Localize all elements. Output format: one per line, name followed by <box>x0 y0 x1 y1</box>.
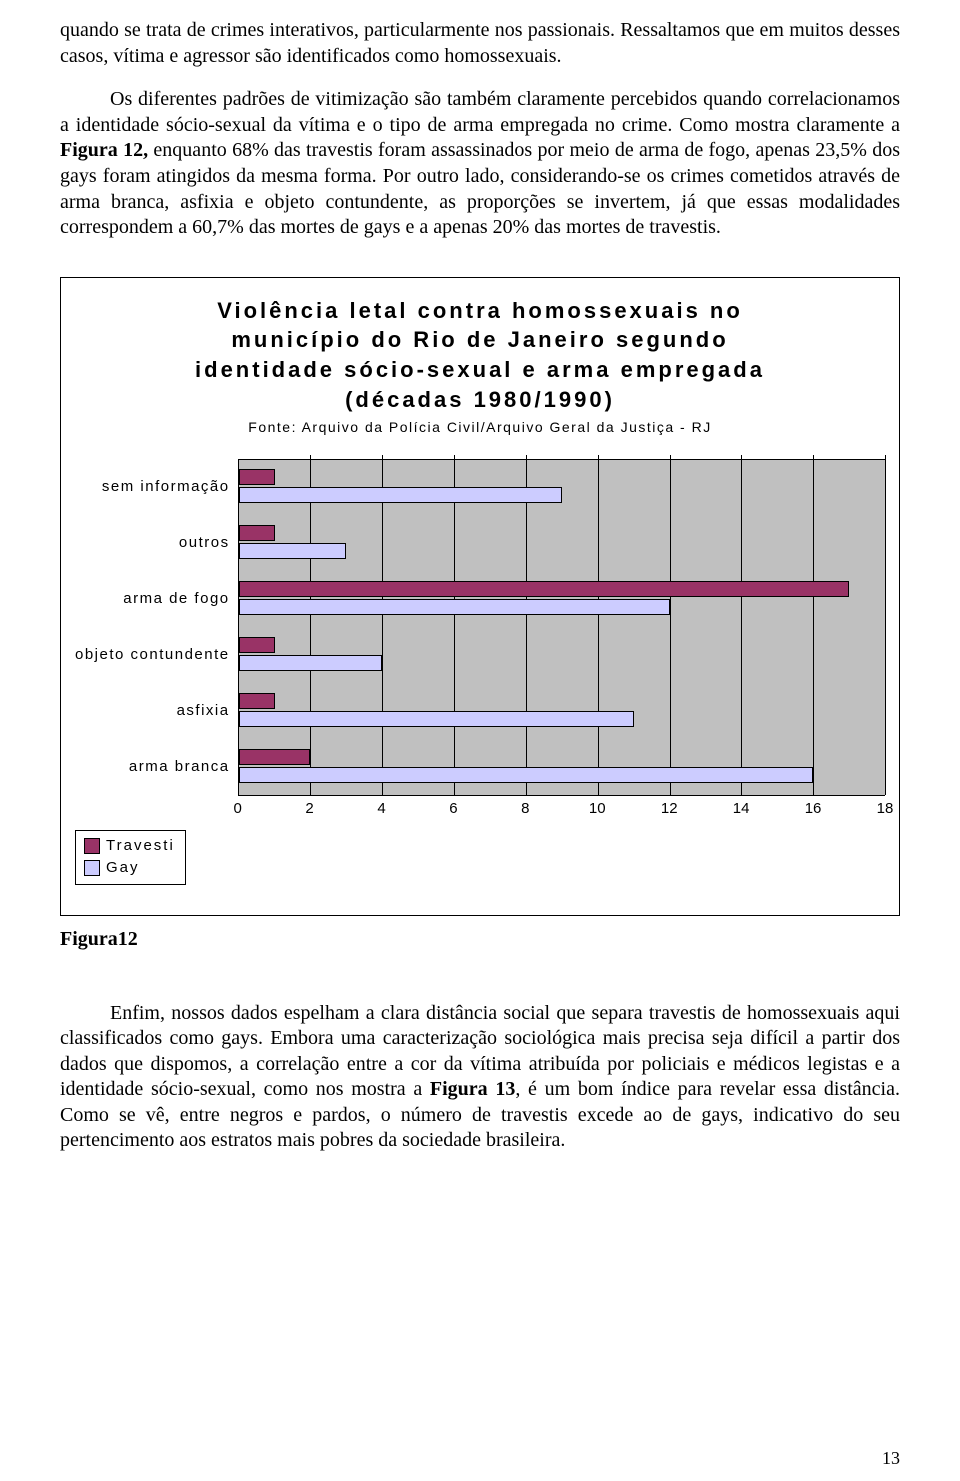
chart-category-label: asfixia <box>75 683 230 739</box>
chart-bar <box>239 469 275 485</box>
chart-legend-label: Travesti <box>106 835 175 858</box>
chart-bar <box>239 637 275 653</box>
chart-ylabels: sem informaçãooutrosarma de fogoobjeto c… <box>75 459 238 820</box>
para3-bold: Figura 13 <box>430 1078 515 1100</box>
chart-legend-swatch <box>84 838 100 854</box>
chart-xtick-label: 18 <box>877 800 894 817</box>
chart-category-label: arma branca <box>75 739 230 795</box>
chart-bar <box>239 599 670 615</box>
paragraph-2: Os diferentes padrões de vitimização são… <box>60 87 900 241</box>
chart-bar <box>239 525 275 541</box>
chart-xtick-label: 4 <box>377 800 385 817</box>
page-number: 13 <box>882 1448 900 1469</box>
chart-xtick-label: 0 <box>233 800 241 817</box>
chart-grid-line <box>885 455 886 795</box>
para2-text-a: Os diferentes padrões de vitimização são… <box>60 88 900 136</box>
chart-legend-label: Gay <box>106 857 140 880</box>
chart-category-group <box>239 571 885 627</box>
chart-title-line2: município do Rio de Janeiro segundo <box>95 325 865 355</box>
chart-plot-wrap: 024681012141618 <box>238 459 885 820</box>
paragraph-3: Enfim, nossos dados espelham a clara dis… <box>60 1001 900 1155</box>
chart-legend-item: Gay <box>84 857 175 880</box>
chart-category-group <box>239 627 885 683</box>
chart-category-label: arma de fogo <box>75 571 230 627</box>
para2-bold: Figura 12, <box>60 139 148 161</box>
chart-xtick-label: 8 <box>521 800 529 817</box>
chart-category-group <box>239 459 885 515</box>
chart-legend-item: Travesti <box>84 835 175 858</box>
figure-label: Figura12 <box>60 928 900 951</box>
chart-xtick-label: 14 <box>733 800 750 817</box>
chart-category-group <box>239 683 885 739</box>
chart-title-line4: (décadas 1980/1990) <box>95 385 865 415</box>
chart-title-line3: identidade sócio-sexual e arma empregada <box>95 355 865 385</box>
chart-frame: Violência letal contra homossexuais no m… <box>60 277 900 916</box>
chart-title-line1: Violência letal contra homossexuais no <box>95 296 865 326</box>
chart-xtick-label: 2 <box>305 800 313 817</box>
chart-xaxis: 024681012141618 <box>238 796 885 820</box>
chart-bar <box>239 487 562 503</box>
paragraph-1: quando se trata de crimes interativos, p… <box>60 18 900 69</box>
chart-bar <box>239 581 849 597</box>
chart-xtick-label: 16 <box>805 800 822 817</box>
chart-bar <box>239 767 814 783</box>
chart-legend-row: TravestiGay <box>75 830 885 885</box>
chart-bar <box>239 655 383 671</box>
chart-bar <box>239 543 347 559</box>
chart-legend-swatch <box>84 860 100 876</box>
chart-xtick-label: 6 <box>449 800 457 817</box>
chart-source: Fonte: Arquivo da Polícia Civil/Arquivo … <box>75 419 885 435</box>
chart-xtick-label: 12 <box>661 800 678 817</box>
chart-category-group <box>239 739 885 795</box>
chart-plot <box>238 459 885 796</box>
chart-bar <box>239 711 634 727</box>
chart-category-group <box>239 515 885 571</box>
chart-body: sem informaçãooutrosarma de fogoobjeto c… <box>75 459 885 820</box>
chart-legend: TravestiGay <box>75 830 186 885</box>
chart-title: Violência letal contra homossexuais no m… <box>95 296 865 415</box>
chart-bar <box>239 693 275 709</box>
para2-text-b: enquanto 68% das travestis foram assassi… <box>60 139 900 238</box>
chart-category-label: sem informação <box>75 459 230 515</box>
chart-category-label: outros <box>75 515 230 571</box>
chart-category-label: objeto contundente <box>75 627 230 683</box>
chart-xtick-label: 10 <box>589 800 606 817</box>
chart-bar <box>239 749 311 765</box>
